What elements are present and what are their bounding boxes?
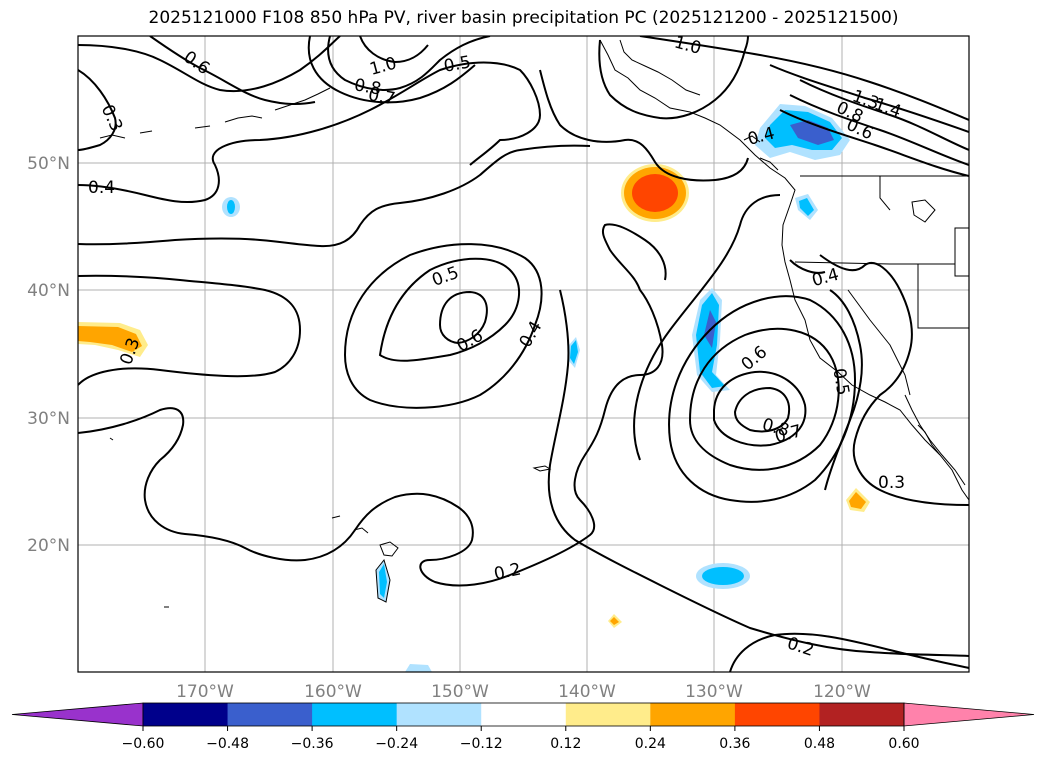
colorbar-tick-label: −0.48	[206, 736, 249, 752]
lon-label: 130°W	[685, 682, 743, 702]
lon-label: 120°W	[813, 682, 871, 702]
colorbar-extend-low	[11, 702, 144, 727]
contour-label: 0.7	[367, 85, 397, 109]
lat-label: 20°N	[27, 536, 70, 556]
lat-label: 30°N	[27, 409, 70, 429]
colorbar-tick-label: 0.36	[719, 736, 750, 752]
lon-label: 150°W	[431, 682, 489, 702]
lat-label: 50°N	[27, 154, 70, 174]
contour-label: 0.5	[442, 52, 472, 76]
contour-label: 1.0	[672, 33, 703, 59]
colorbar-swatch	[227, 703, 313, 726]
lat-label: 40°N	[27, 281, 70, 301]
colorbar-swatch	[650, 703, 736, 726]
colorbar-swatch	[481, 703, 567, 726]
lon-label: 140°W	[558, 682, 616, 702]
colorbar-tick-label: 0.24	[635, 736, 666, 752]
contour-label: 0.3	[878, 473, 905, 493]
colorbar-swatch	[819, 703, 905, 726]
lat-axis: 50°N 40°N 30°N 20°N	[27, 154, 70, 556]
colorbar-tick-label: 0.60	[888, 736, 919, 752]
lon-label: 160°W	[304, 682, 362, 702]
colorbar-outline	[142, 702, 905, 727]
colorbar-tick-label: 0.48	[804, 736, 835, 752]
colorbar: −0.60 −0.48 −0.36 −0.24 −0.12 0.12 0.24 0.36 0.4…	[11, 702, 1035, 752]
colorbar-tick-label: −0.12	[460, 736, 503, 752]
colorbar-swatch	[312, 703, 398, 726]
colorbar-swatch	[565, 703, 651, 726]
plot-frame	[77, 35, 970, 673]
colorbar-extend-high	[903, 702, 1035, 727]
contour-label: 0.5	[828, 367, 852, 397]
lon-label: 170°W	[176, 682, 234, 702]
map-title: 2025121000 F108 850 hPa PV, river basin …	[148, 8, 899, 28]
pv-contours	[78, 36, 969, 672]
lon-axis: 170°W 160°W 150°W 140°W 130°W 120°W	[176, 682, 871, 702]
contour-label: 0.4	[88, 178, 115, 198]
colorbar-swatch	[734, 703, 820, 726]
contour-label: 0.8	[353, 75, 383, 99]
colorbar-tick-label: 0.12	[550, 736, 581, 752]
colorbar-swatch	[143, 703, 229, 726]
coastlines	[99, 39, 969, 608]
colorbar-tick-label: −0.60	[122, 736, 165, 752]
colorbar-tick-label: −0.24	[375, 736, 418, 752]
colorbar-swatch	[396, 703, 482, 726]
colorbar-tick-label: −0.36	[291, 736, 334, 752]
precip-shading	[78, 104, 870, 672]
